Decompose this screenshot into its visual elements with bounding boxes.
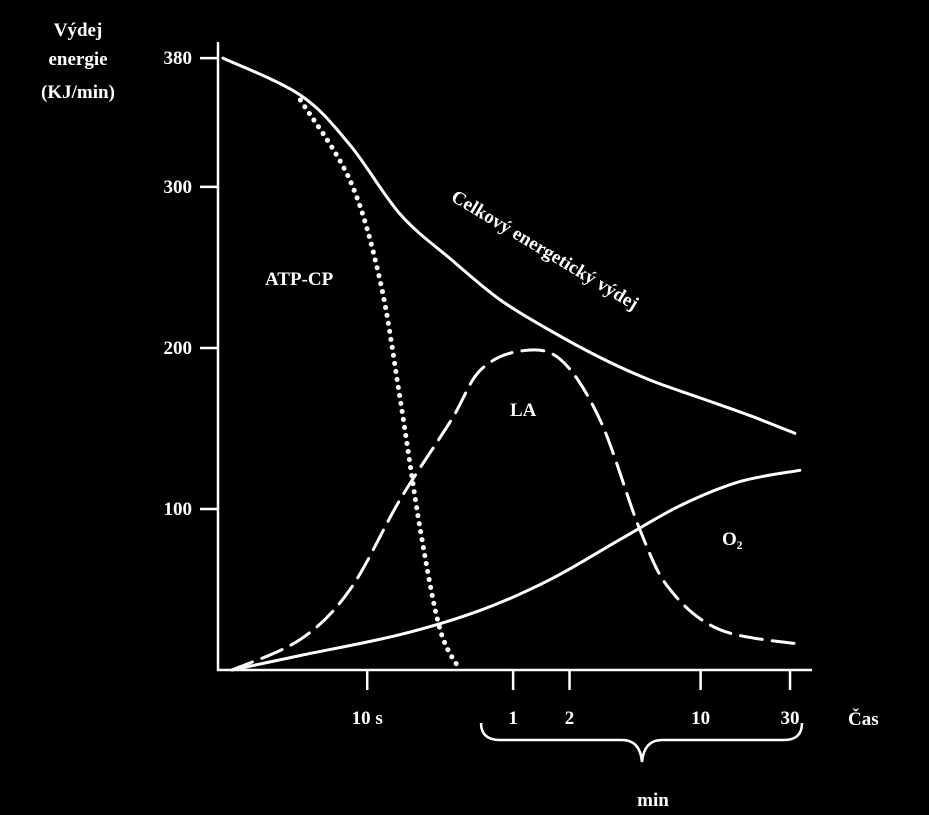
series-label: Celkový energetický výdej [447, 186, 641, 314]
series-label: O₂ [722, 529, 743, 550]
y-tick-label: 200 [164, 338, 193, 359]
x-tick-label: 1 [508, 708, 518, 729]
series-line [230, 348, 802, 672]
y-tick-label: 100 [164, 499, 193, 520]
y-tick-label: 380 [164, 48, 193, 69]
y-axis-label: Výdej [54, 20, 103, 41]
series-line [230, 468, 802, 672]
x-tick-label: 10 [691, 708, 710, 729]
x-axis-label: Čas [848, 708, 879, 730]
x-group-label: min [637, 790, 669, 811]
y-tick-label: 300 [164, 177, 193, 198]
x-tick-label: 2 [565, 708, 575, 729]
brace [479, 722, 804, 763]
series-line [221, 56, 797, 435]
y-axis-label: (KJ/min) [41, 82, 115, 103]
series-label: ATP-CP [265, 269, 334, 290]
series-label: LA [510, 400, 537, 421]
y-axis-label: energie [48, 49, 107, 70]
x-tick-label: 30 [781, 708, 800, 729]
x-tick-label: 10 s [352, 708, 383, 729]
series-line [297, 97, 463, 673]
